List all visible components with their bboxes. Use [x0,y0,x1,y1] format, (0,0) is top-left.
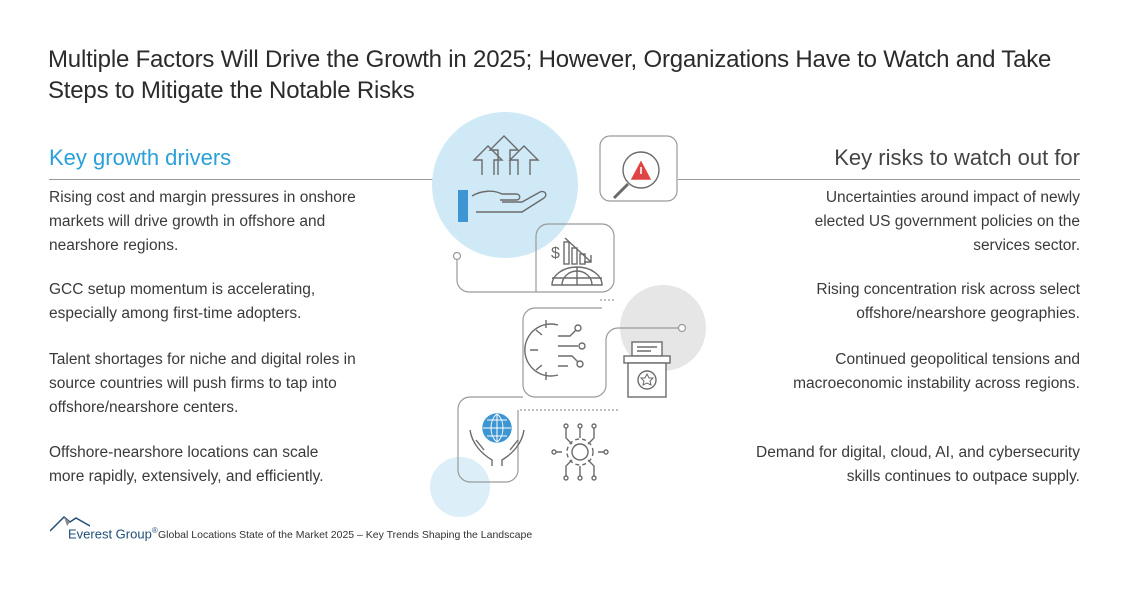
risk-line: Demand for digital, cloud, AI, and cyber… [756,444,1080,461]
risk-item: Uncertainties around impact of newly ele… [815,186,1080,258]
growth-driver-item: Talent shortages for niche and digital r… [49,348,356,420]
svg-text:$: $ [551,245,560,262]
page-title-line-1: Multiple Factors Will Drive the Growth i… [48,46,1052,73]
registered-mark: ® [151,526,158,535]
market-decline-icon: $ [551,237,603,286]
risks-heading: Key risks to watch out for [834,145,1080,170]
risk-line: Rising concentration risk across select [816,281,1080,298]
risk-line: macroeconomic instability across regions… [793,375,1080,392]
growth-driver-line: GCC setup momentum is accelerating, [49,281,316,298]
page-title-line-2: Steps to Mitigate the Notable Risks [48,77,415,104]
growth-driver-line: source countries will push firms to tap … [49,375,337,392]
growth-driver-line: nearshore regions. [49,237,179,254]
growth-drivers-divider [49,179,444,180]
growth-driver-line: especially among first-time adopters. [49,305,302,322]
everest-logo-icon [50,515,90,532]
growth-driver-line: Rising cost and margin pressures in onsh… [49,189,356,206]
footer-caption: Global Locations State of the Market 202… [158,529,533,541]
risk-line: elected US government policies on the [814,213,1080,230]
growth-driver-line: more rapidly, extensively, and efficient… [49,468,324,485]
growth-hand-icon [458,135,547,222]
risk-line: offshore/nearshore geographies. [856,305,1080,322]
growth-driver-item: Offshore-nearshore locations can scale m… [49,441,324,489]
risks-divider [678,179,1080,180]
ballot-box-icon [623,341,671,398]
growth-drivers-heading: Key growth drivers [49,145,232,170]
risk-item: Rising concentration risk across select … [816,278,1080,326]
gear-network-icon [524,320,586,380]
growth-driver-item: GCC setup momentum is accelerating, espe… [49,278,315,326]
growth-driver-line: offshore/nearshore centers. [49,399,239,416]
globe-hands-icon [469,413,525,466]
risk-item: Continued geopolitical tensions and macr… [793,348,1080,396]
risk-magnifier-icon [612,151,660,200]
connector-lines [456,135,680,483]
risk-line: skills continues to outpace supply. [846,468,1080,485]
light-blue-circle [432,112,578,258]
everest-logo: Everest Group® [68,526,158,541]
small-blue-circle [430,457,490,517]
growth-driver-line: Talent shortages for niche and digital r… [49,351,356,368]
center-illustration: $ [430,112,706,517]
growth-driver-item: Rising cost and margin pressures in onsh… [49,186,356,258]
growth-driver-line: markets will drive growth in offshore an… [49,213,326,230]
growth-driver-line: Offshore-nearshore locations can scale [49,444,319,461]
connector-dot [677,323,687,333]
risk-line: Uncertainties around impact of newly [825,189,1080,206]
risk-item: Demand for digital, cloud, AI, and cyber… [756,441,1080,489]
connector-dot [452,251,462,261]
everest-logo-text: Everest Group [68,526,152,542]
circuit-gear-icon [551,423,609,481]
risk-line: services sector. [973,237,1080,254]
page-title: Multiple Factors Will Drive the Growth i… [48,44,1068,106]
risk-line: Continued geopolitical tensions and [835,351,1080,368]
